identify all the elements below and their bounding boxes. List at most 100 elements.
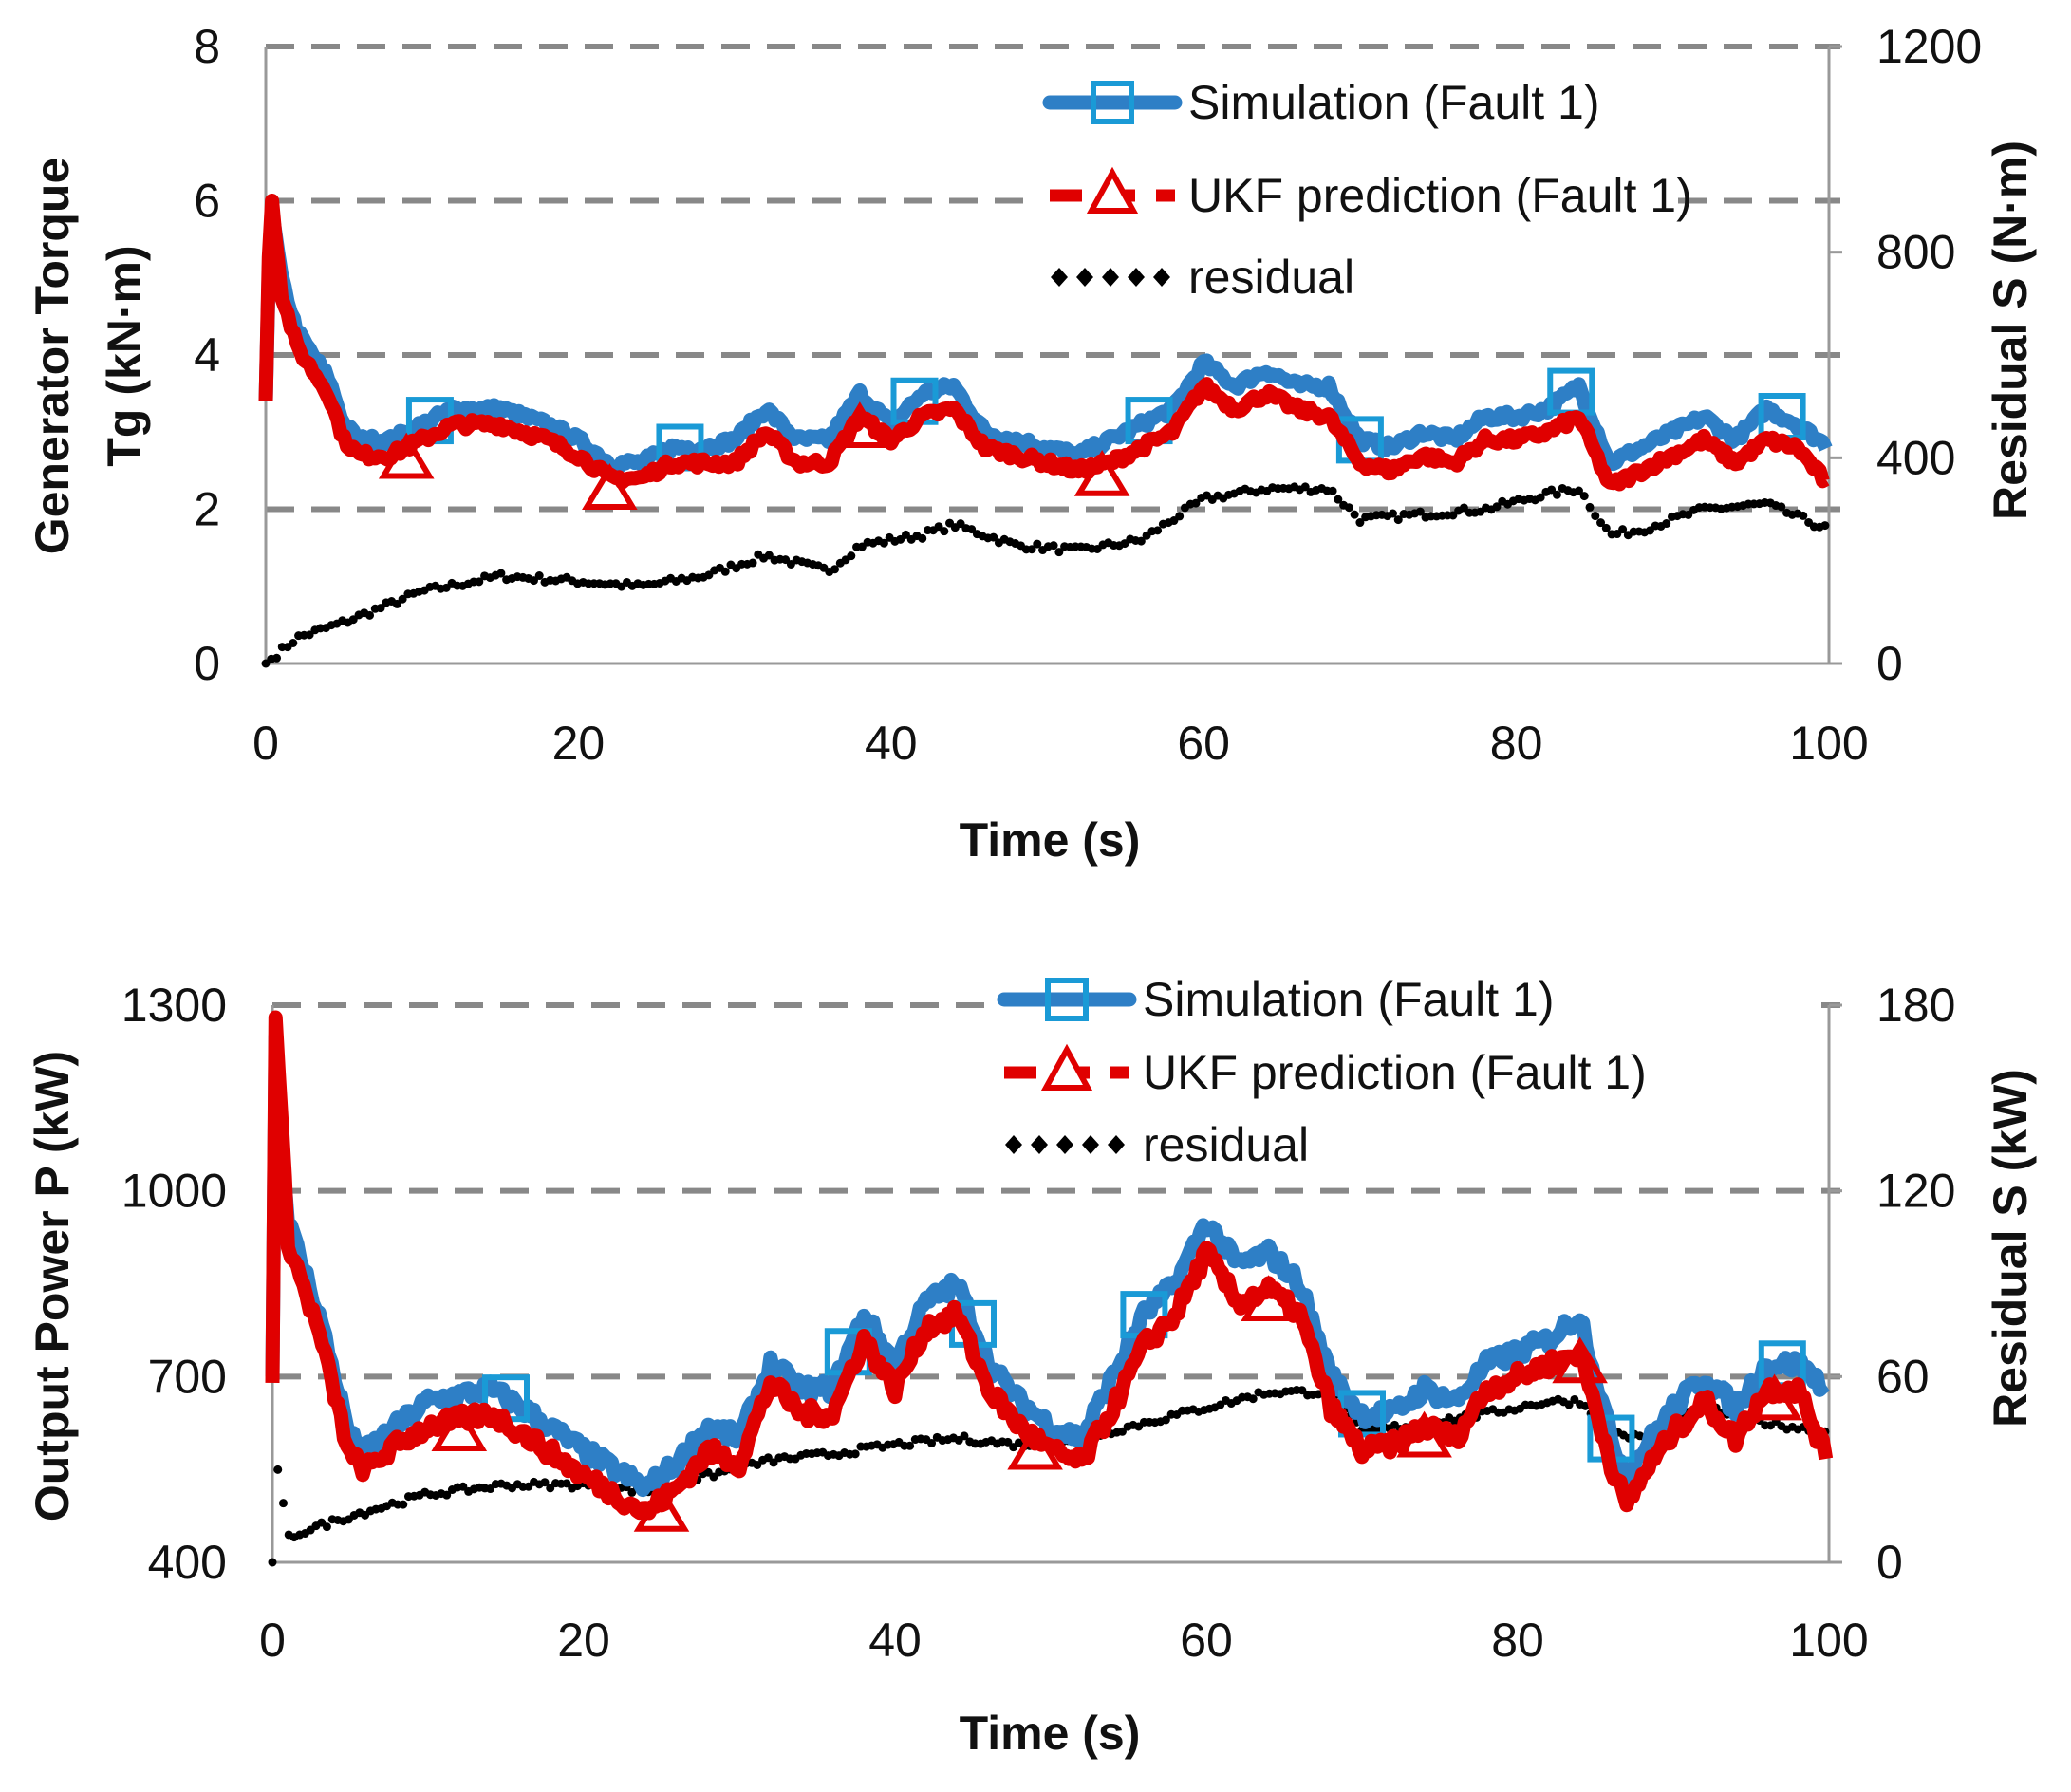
legend-label: Simulation (Fault 1): [1143, 973, 1555, 1026]
residual-point: [1344, 503, 1353, 513]
residual-point: [960, 1431, 969, 1441]
residual-point: [1054, 548, 1064, 557]
power-chart: Output Power P (kW) Residual S (kW) Time…: [26, 960, 2037, 1760]
residual-point: [1662, 519, 1671, 529]
residual-point: [1536, 493, 1545, 502]
y-axis-label-line2: Tg (kN·m): [98, 245, 151, 466]
ukf-marker-triangle: [582, 463, 638, 510]
ukf-marker-triangle: [1073, 449, 1130, 496]
residual-point: [540, 1478, 550, 1487]
residual-point: [1003, 1437, 1013, 1447]
legend-label: UKF prediction (Fault 1): [1143, 1046, 1647, 1099]
y-tick-label: 0: [194, 637, 220, 690]
residual-point: [918, 533, 927, 543]
residual-point: [268, 1558, 277, 1567]
ukf-marker-triangle: [633, 1484, 690, 1532]
residual-point: [1328, 486, 1337, 495]
residual-point: [764, 551, 774, 560]
residual-point: [272, 653, 282, 663]
y2-tick-label: 400: [1876, 431, 1955, 484]
y-tick-label: 400: [148, 1536, 227, 1589]
y-tick-label: 8: [194, 20, 220, 73]
residual-point: [1297, 1386, 1307, 1395]
residual-point: [1601, 523, 1611, 532]
residual-point: [365, 610, 375, 620]
residual-point: [1579, 492, 1589, 501]
residual-point: [1027, 545, 1036, 554]
legend-triangle-icon: [1040, 1043, 1093, 1091]
residual-point: [1596, 518, 1606, 528]
legend-label: Simulation (Fault 1): [1188, 76, 1600, 129]
legend-diamond-icon: [1153, 268, 1170, 287]
residual-point: [879, 538, 888, 548]
legend-diamond-icon: [1051, 268, 1068, 287]
x-tick-label: 100: [1789, 717, 1868, 770]
ukf-marker-triangle: [1746, 1373, 1802, 1421]
residual-point: [720, 567, 730, 576]
residual-point: [278, 1499, 288, 1508]
legend-diamond-icon: [1128, 268, 1145, 287]
residual-point: [1248, 1394, 1258, 1404]
residual-point: [940, 527, 949, 536]
y2-axis-label: Residual S (N·m): [1984, 140, 2037, 520]
ukf-marker-triangle: [1241, 1275, 1297, 1322]
residual-point: [1350, 510, 1359, 519]
residual-point: [392, 599, 401, 608]
ukf-marker-triangle: [1396, 1410, 1452, 1458]
residual-point: [1153, 526, 1163, 535]
x-tick-label: 100: [1789, 1614, 1868, 1667]
residual-point: [753, 1460, 762, 1469]
y2-tick-label: 0: [1876, 637, 1903, 690]
simulation-line: [258, 204, 1833, 475]
ukf-marker-triangle: [378, 432, 435, 479]
x-tick-label: 80: [1491, 1614, 1544, 1667]
x-tick-label: 40: [868, 1614, 922, 1667]
residual-point: [534, 571, 544, 581]
residual-point: [1684, 510, 1693, 519]
legend-diamond-icon: [1108, 1135, 1125, 1154]
residual-point: [546, 1484, 555, 1493]
ukf-marker-triangle: [431, 1405, 488, 1451]
y-tick-label: 1000: [121, 1165, 227, 1218]
y-tick-label: 1300: [121, 979, 227, 1032]
residual-point: [1388, 509, 1397, 518]
residual-point: [989, 532, 998, 542]
residual-point: [1585, 502, 1595, 512]
legend-diamond-icon: [1102, 268, 1119, 287]
y-axis-label-line1: Generator Torque: [26, 158, 79, 555]
residual-point: [1334, 495, 1343, 504]
residual-point: [289, 638, 298, 647]
torque-chart: Generator Torque Tg (kN·m) Residual S (N…: [26, 20, 2037, 867]
legend-diamond-icon: [1031, 1135, 1048, 1154]
x-axis-label: Time (s): [960, 1707, 1141, 1760]
y2-tick-label: 1200: [1876, 20, 1982, 73]
residual-point: [850, 1449, 860, 1459]
residual-point: [475, 577, 484, 587]
residual-point: [1564, 1400, 1574, 1409]
legend-label: UKF prediction (Fault 1): [1188, 169, 1692, 222]
x-tick-label: 40: [865, 717, 918, 770]
residual-point: [399, 1500, 408, 1509]
residual-point: [830, 565, 840, 574]
legend-triangle-icon: [1086, 166, 1139, 214]
residual-point: [1492, 502, 1502, 512]
residual-point: [273, 1465, 283, 1474]
x-tick-label: 20: [552, 717, 606, 770]
residual-point: [1799, 511, 1808, 520]
legend-square-icon: [1045, 978, 1089, 1021]
x-tick-label: 60: [1180, 1614, 1233, 1667]
residual-point: [1136, 536, 1146, 546]
y-tick-label: 6: [194, 175, 220, 228]
simulation-line: [265, 1029, 1830, 1498]
residual-point: [1175, 512, 1185, 521]
legend-diamond-icon: [1076, 268, 1093, 287]
residual-point: [322, 1522, 331, 1532]
y2-tick-label: 180: [1876, 979, 1955, 1032]
y2-tick-label: 60: [1876, 1350, 1930, 1403]
residual-point: [398, 594, 407, 604]
residual-point: [1191, 498, 1201, 508]
residual-point: [1049, 541, 1058, 551]
residual-point: [376, 604, 385, 613]
residual-point: [1393, 515, 1403, 525]
